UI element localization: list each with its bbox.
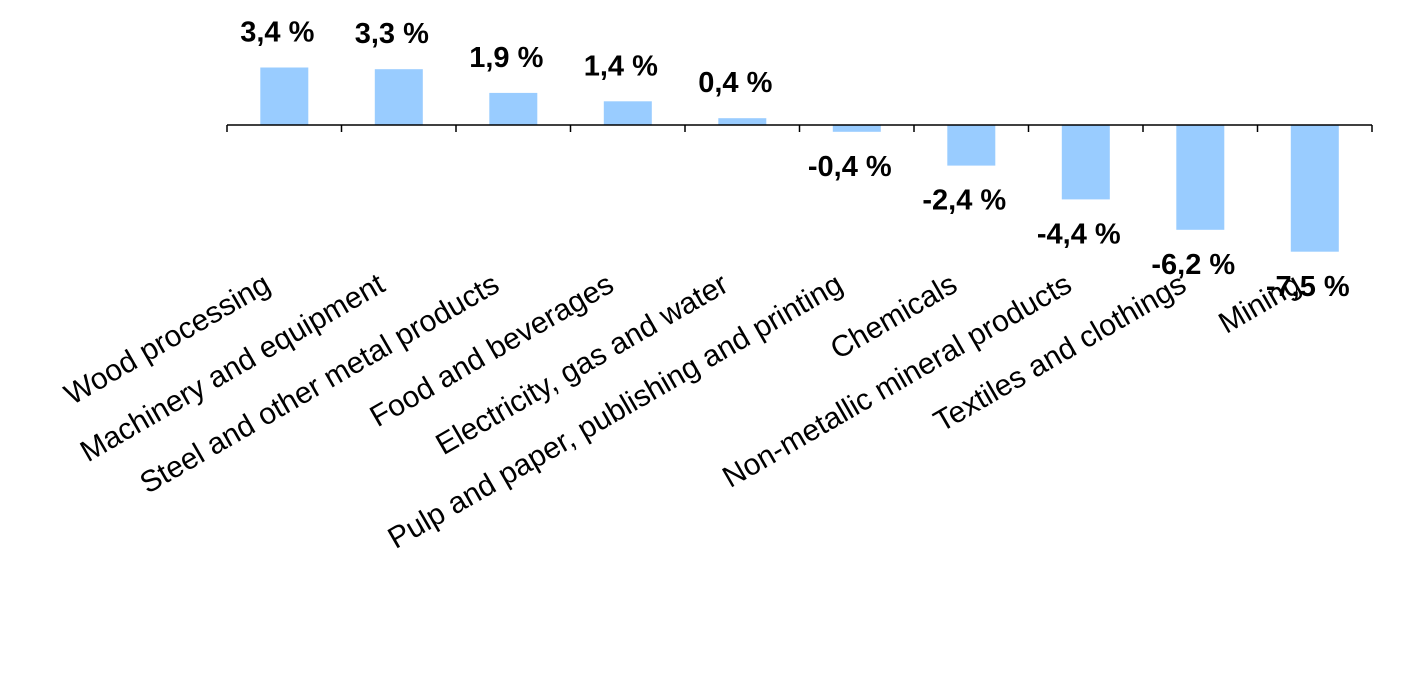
bar-7 xyxy=(947,125,996,166)
data-label-8: -4,4 % xyxy=(1037,218,1121,250)
bars-layer xyxy=(260,67,1339,252)
data-label-9: -6,2 % xyxy=(1151,249,1235,281)
bar-3 xyxy=(489,92,538,125)
bar-4 xyxy=(603,101,652,125)
bar-5 xyxy=(718,118,767,125)
data-label-6: -0,4 % xyxy=(808,151,892,183)
data-label-10: -7,5 % xyxy=(1266,271,1350,303)
data-label-7: -2,4 % xyxy=(922,185,1006,217)
data-label-5: 0,4 % xyxy=(698,67,772,99)
bar-6 xyxy=(832,125,881,132)
bar-2 xyxy=(374,69,423,125)
bar-10 xyxy=(1290,125,1339,252)
bar-1 xyxy=(260,67,309,125)
data-labels-layer: 3,4 % 3,3 % 1,9 % 1,4 % 0,4 % -0,4 % -2,4 % -4,… xyxy=(240,17,1350,303)
data-label-3: 1,9 % xyxy=(469,42,543,74)
bar-8 xyxy=(1061,125,1110,200)
data-label-1: 3,4 % xyxy=(240,17,314,49)
bar-9 xyxy=(1176,125,1225,230)
data-label-2: 3,3 % xyxy=(355,18,429,50)
data-label-4: 1,4 % xyxy=(584,50,658,82)
category-axis xyxy=(226,124,1373,132)
